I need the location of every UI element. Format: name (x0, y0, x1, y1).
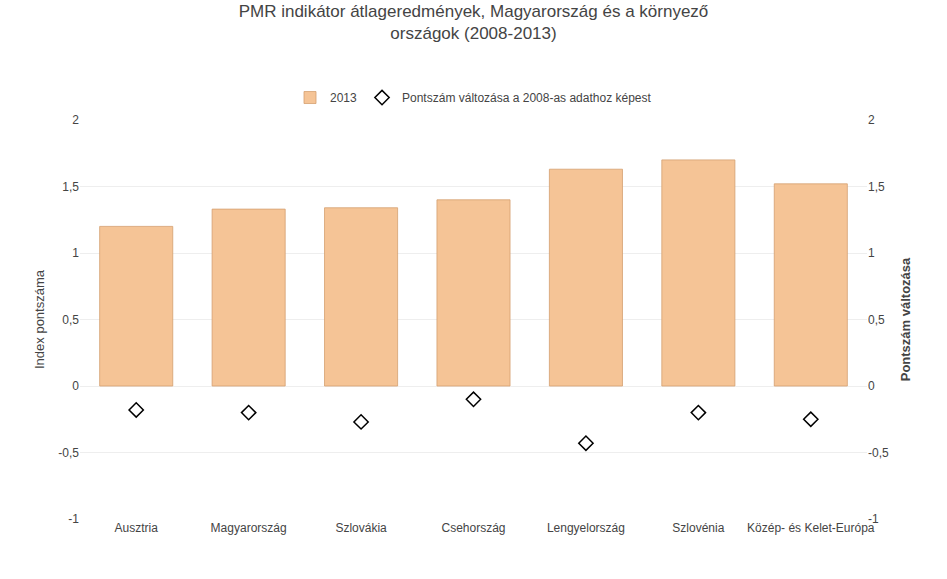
svg-text:-1: -1 (68, 512, 79, 526)
svg-text:Csehország: Csehország (441, 521, 505, 535)
svg-text:Pontszám változása: Pontszám változása (898, 257, 913, 381)
svg-text:0: 0 (868, 379, 875, 393)
svg-text:Szlovákia: Szlovákia (335, 521, 387, 535)
svg-text:PMR indikátor átlageredmények,: PMR indikátor átlageredmények, Magyarors… (239, 2, 709, 43)
svg-text:-0,5: -0,5 (58, 446, 79, 460)
svg-text:1: 1 (72, 246, 79, 260)
svg-text:0,5: 0,5 (62, 313, 79, 327)
svg-text:1: 1 (868, 246, 875, 260)
svg-text:Lengyelország: Lengyelország (547, 521, 625, 535)
svg-text:1,5: 1,5 (868, 180, 885, 194)
svg-text:Index pontszáma: Index pontszáma (32, 269, 47, 369)
svg-text:2: 2 (868, 113, 875, 127)
svg-text:0,5: 0,5 (868, 313, 885, 327)
svg-text:2: 2 (72, 113, 79, 127)
svg-text:2013: 2013 (330, 91, 357, 105)
svg-text:Szlovénia: Szlovénia (672, 521, 724, 535)
svg-text:Pontszám változása a 2008-as a: Pontszám változása a 2008-as adathoz kép… (402, 91, 651, 105)
svg-text:0: 0 (72, 379, 79, 393)
svg-text:-1: -1 (868, 512, 879, 526)
svg-text:-0,5: -0,5 (868, 446, 889, 460)
svg-text:1,5: 1,5 (62, 180, 79, 194)
svg-text:Magyarország: Magyarország (211, 521, 287, 535)
svg-text:Közép- és Kelet-Európa: Közép- és Kelet-Európa (747, 521, 875, 535)
svg-text:Ausztria: Ausztria (115, 521, 159, 535)
